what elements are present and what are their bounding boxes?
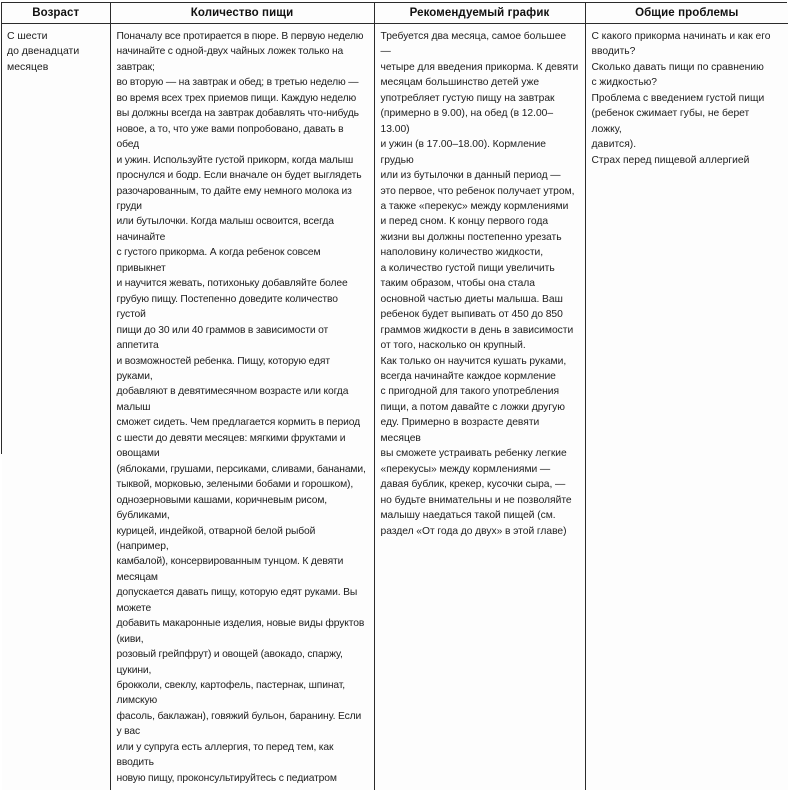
- feeding-schedule-table-container: Возраст Количество пищи Рекомендуемый гр…: [1, 2, 787, 454]
- cell-age-content: С шести до двенадцати месяцев: [2, 24, 110, 79]
- cell-schedule: Требуется два месяца, самое большее — че…: [374, 24, 585, 790]
- table-header-row-group: Возраст Количество пищи Рекомендуемый гр…: [2, 3, 788, 24]
- feeding-schedule-table: Возраст Количество пищи Рекомендуемый гр…: [2, 3, 788, 790]
- column-header-amount-label: Количество пищи: [111, 3, 374, 23]
- table-header-row: Возраст Количество пищи Рекомендуемый гр…: [2, 3, 788, 24]
- cell-amount: Поначалу все протирается в пюре. В перву…: [110, 24, 374, 790]
- cell-age-text: С шести до двенадцати месяцев: [7, 29, 104, 75]
- cell-problems: С какого прикорма начинать и как его вво…: [585, 24, 788, 790]
- cell-amount-content: Поначалу все протирается в пюре. В перву…: [111, 24, 374, 790]
- column-header-schedule: Рекомендуемый график: [374, 3, 585, 24]
- cell-problems-text: С какого прикорма начинать и как его вво…: [592, 29, 783, 168]
- cell-schedule-content: Требуется два месяца, самое большее — че…: [375, 24, 585, 543]
- column-header-amount: Количество пищи: [110, 3, 374, 24]
- cell-schedule-text: Требуется два месяца, самое большее — че…: [381, 29, 579, 539]
- table-row: С шести до двенадцати месяцев Поначалу в…: [2, 24, 788, 790]
- column-header-problems-label: Общие проблемы: [586, 3, 789, 23]
- column-header-problems: Общие проблемы: [585, 3, 788, 24]
- cell-age: С шести до двенадцати месяцев: [2, 24, 110, 790]
- cell-problems-content: С какого прикорма начинать и как его вво…: [586, 24, 789, 172]
- cell-amount-text: Поначалу все протирается в пюре. В перву…: [117, 29, 368, 786]
- table-body: С шести до двенадцати месяцев Поначалу в…: [2, 24, 788, 790]
- column-header-schedule-label: Рекомендуемый график: [375, 3, 585, 23]
- column-header-age: Возраст: [2, 3, 110, 24]
- column-header-age-label: Возраст: [2, 3, 110, 23]
